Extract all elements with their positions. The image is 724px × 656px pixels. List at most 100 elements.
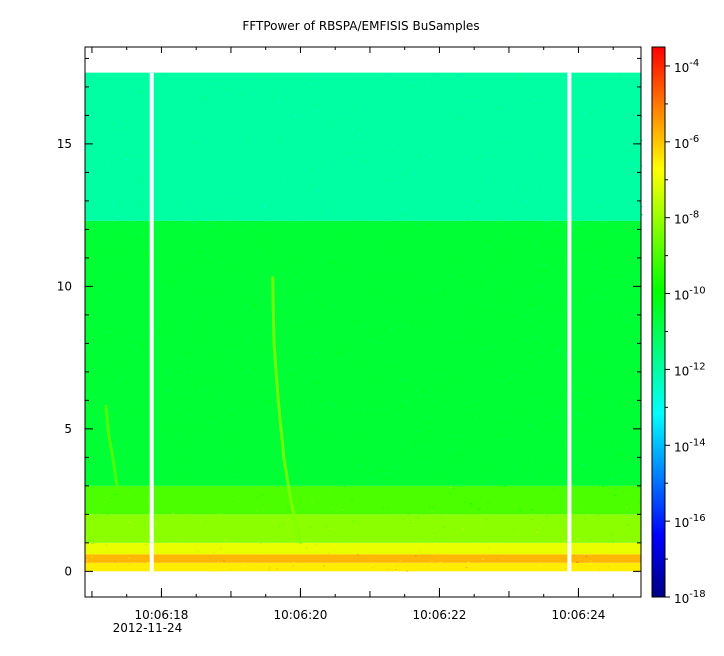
power-speckle — [333, 304, 336, 306]
power-speckle — [400, 452, 403, 454]
power-speckle — [107, 165, 109, 167]
power-speckle — [244, 74, 247, 75]
power-speckle — [570, 292, 573, 294]
power-speckle — [196, 293, 199, 295]
power-speckle — [462, 172, 465, 174]
power-speckle — [571, 255, 574, 257]
power-speckle — [107, 459, 109, 461]
power-speckle — [176, 170, 179, 172]
power-speckle — [263, 205, 266, 207]
power-speckle — [530, 550, 533, 552]
power-speckle — [414, 440, 417, 442]
power-speckle — [156, 283, 158, 285]
power-speckle — [325, 487, 328, 489]
power-speckle — [169, 226, 172, 228]
power-speckle — [330, 507, 333, 509]
power-speckle — [121, 237, 124, 239]
power-speckle — [375, 549, 378, 551]
power-speckle — [128, 562, 131, 564]
power-speckle — [193, 358, 196, 360]
power-speckle — [429, 237, 432, 239]
power-speckle — [574, 197, 577, 199]
power-speckle — [210, 386, 213, 388]
power-speckle — [362, 233, 365, 235]
power-speckle — [199, 389, 202, 391]
power-speckle — [236, 112, 239, 113]
power-speckle — [139, 156, 142, 158]
power-speckle — [606, 88, 609, 90]
power-speckle — [469, 505, 472, 507]
power-speckle — [204, 340, 206, 342]
power-speckle — [463, 106, 466, 108]
power-speckle — [394, 569, 397, 570]
power-speckle — [218, 124, 221, 126]
power-speckle — [369, 147, 372, 149]
power-speckle — [592, 447, 595, 449]
power-speckle — [600, 97, 603, 99]
power-speckle — [364, 161, 367, 163]
power-speckle — [181, 535, 183, 537]
power-speckle — [512, 316, 515, 318]
power-speckle — [247, 140, 250, 142]
power-speckle — [430, 235, 433, 237]
power-speckle — [552, 314, 555, 316]
power-speckle — [188, 414, 191, 416]
power-speckle — [582, 464, 585, 465]
power-speckle — [212, 222, 215, 224]
power-speckle — [533, 563, 536, 565]
power-speckle — [299, 400, 302, 402]
power-speckle — [388, 441, 391, 443]
power-speckle — [214, 570, 217, 572]
power-speckle — [454, 532, 457, 534]
power-speckle — [88, 492, 91, 494]
power-speckle — [305, 198, 308, 200]
power-speckle — [450, 350, 453, 352]
power-speckle — [256, 250, 259, 252]
power-speckle — [365, 154, 368, 156]
power-speckle — [210, 133, 213, 135]
power-speckle — [282, 435, 285, 437]
power-speckle — [331, 117, 334, 119]
power-speckle — [342, 175, 345, 177]
power-speckle — [629, 409, 632, 411]
power-speckle — [592, 266, 595, 268]
power-speckle — [502, 376, 505, 378]
power-speckle — [172, 221, 175, 223]
power-speckle — [438, 476, 441, 477]
power-speckle — [590, 285, 593, 287]
power-speckle — [442, 295, 445, 297]
power-speckle — [195, 492, 198, 494]
power-speckle — [476, 400, 479, 402]
power-speckle — [591, 186, 594, 188]
power-speckle — [396, 518, 398, 520]
power-speckle — [364, 476, 367, 478]
power-speckle — [134, 218, 137, 220]
power-speckle — [559, 307, 561, 309]
power-speckle — [527, 155, 530, 157]
power-speckle — [256, 497, 259, 498]
power-speckle — [445, 497, 448, 499]
power-speckle — [348, 367, 351, 369]
power-speckle — [104, 331, 107, 333]
power-speckle — [387, 86, 390, 87]
power-speckle — [590, 563, 593, 565]
power-speckle — [192, 222, 195, 224]
power-speckle — [211, 293, 214, 295]
power-speckle — [607, 119, 610, 121]
power-speckle — [516, 238, 519, 239]
power-speckle — [154, 327, 157, 328]
x-tick-label: 10:06:18 — [134, 608, 188, 622]
power-speckle — [299, 365, 302, 366]
power-speckle — [512, 340, 515, 342]
power-speckle — [621, 337, 624, 339]
power-speckle — [246, 241, 249, 243]
power-speckle — [350, 432, 353, 434]
power-speckle — [333, 544, 336, 546]
power-speckle — [497, 262, 499, 264]
power-speckle — [268, 566, 271, 568]
power-speckle — [605, 396, 608, 398]
power-speckle — [585, 555, 588, 557]
power-speckle — [529, 363, 532, 365]
power-speckle — [606, 149, 609, 151]
power-speckle — [165, 387, 168, 389]
